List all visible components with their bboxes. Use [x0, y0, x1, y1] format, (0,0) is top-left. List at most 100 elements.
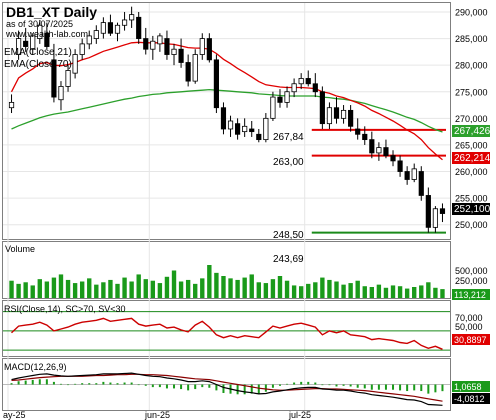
- rsi-plot: [3, 311, 450, 351]
- macd-histogram-bar: [349, 384, 352, 387]
- candle-body: [305, 78, 311, 85]
- rsi-label: RSI(Close,14), SC>70, SV<30: [4, 304, 126, 314]
- macd-histogram-bar: [300, 381, 303, 385]
- volume-bar: [157, 283, 163, 298]
- price-tick-label: 275,000: [455, 87, 488, 97]
- volume-bar: [108, 279, 113, 298]
- volume-bar: [440, 289, 445, 298]
- macd-histogram-bar: [67, 384, 70, 386]
- time-label-jun: jun-25: [144, 410, 170, 420]
- volume-bar: [320, 277, 325, 298]
- rsi-tick-50: 50,000: [455, 322, 483, 332]
- price-axis: 290,000 285,000 280,000 275,000 270,000 265,0…: [455, 7, 488, 230]
- macd-histogram-bar: [31, 379, 34, 385]
- candle-body: [86, 35, 92, 45]
- macd-histogram-bar: [377, 384, 380, 390]
- macd-histogram-bar: [95, 383, 98, 385]
- macd-histogram-bar: [215, 384, 218, 391]
- macd-histogram-bar: [384, 384, 387, 390]
- macd-histogram-bar: [123, 382, 126, 385]
- macd-histogram-bar: [144, 384, 147, 386]
- macd-histogram-bar: [420, 384, 423, 392]
- volume-bar: [306, 283, 311, 298]
- price-tick-label: 290,000: [455, 7, 488, 17]
- macd-plot: [3, 372, 450, 406]
- volume-bar: [200, 278, 205, 298]
- macd-histogram-bar: [413, 384, 416, 391]
- price-tick-label: 270,000: [455, 114, 488, 124]
- macd-label: MACD(12,26,9): [4, 362, 67, 372]
- candle-body: [277, 96, 283, 103]
- candle-body: [256, 133, 262, 141]
- price-tick-label: 260,000: [455, 167, 488, 177]
- candlesticks: [8, 6, 446, 233]
- volume-bar: [404, 288, 410, 298]
- macd-histogram-bar: [399, 384, 402, 391]
- ema-short-marker: [452, 152, 490, 164]
- macd-histogram-bar: [59, 383, 62, 385]
- macd-histogram-bar: [165, 384, 168, 389]
- rsi-last-marker: [452, 334, 490, 345]
- candle-body: [284, 91, 290, 103]
- macd-histogram-bar: [441, 384, 444, 392]
- macd-histogram-bar: [137, 384, 140, 386]
- volume-bar: [291, 285, 297, 298]
- volume-bar: [362, 286, 367, 298]
- candle-body: [58, 86, 64, 101]
- macd-histogram-bar: [278, 384, 281, 386]
- candle-body: [263, 117, 269, 141]
- candle-body: [390, 155, 396, 162]
- macd-histogram-bar: [102, 381, 105, 385]
- volume-bar: [115, 283, 120, 298]
- signal-last-marker: [452, 393, 490, 404]
- macd-histogram-bar: [356, 384, 359, 388]
- volume-bar: [193, 283, 198, 298]
- candle-body: [37, 24, 43, 39]
- candle-body: [362, 133, 368, 141]
- candle-body: [376, 147, 382, 154]
- macd-histogram-bar: [81, 383, 84, 385]
- ema-lines: [10, 41, 443, 161]
- time-label-jul: jul-25: [288, 410, 311, 420]
- candle-body: [220, 107, 227, 130]
- volume-bar: [30, 285, 35, 298]
- candle-body: [30, 35, 36, 50]
- candle-body: [150, 40, 156, 50]
- candle-body: [65, 70, 71, 87]
- volume-bar: [433, 287, 438, 298]
- volume-bar: [122, 277, 127, 298]
- volume-bar: [221, 276, 226, 298]
- volume-bar: [334, 281, 339, 298]
- candle-body: [383, 147, 389, 156]
- candle-body: [397, 160, 403, 172]
- signal-last-value: -4,0812: [454, 394, 485, 404]
- volume-bar: [65, 279, 71, 298]
- macd-histogram-bar: [180, 384, 183, 390]
- price-axis-markers: 267,426 262,214 252,100: [452, 125, 491, 215]
- candle-body: [107, 22, 114, 34]
- volume-bar: [23, 282, 28, 298]
- macd-histogram-bar: [427, 384, 430, 394]
- volume-bar: [426, 282, 431, 298]
- last-price-value: 252,100: [454, 204, 491, 215]
- macd-signal-line: [11, 373, 443, 402]
- macd-histogram-bar: [314, 382, 317, 385]
- volume-panel-frame: [2, 241, 451, 299]
- volume-bar: [79, 281, 85, 298]
- macd-last-marker: [452, 381, 490, 392]
- candle-body: [79, 43, 85, 55]
- candle-body: [72, 54, 78, 74]
- volume-bar: [412, 287, 417, 298]
- volume-bar: [136, 274, 141, 298]
- volume-bar: [178, 281, 184, 298]
- candle-body: [348, 109, 354, 127]
- volume-bar: [207, 265, 212, 298]
- macd-panel-frame: [2, 358, 451, 411]
- candle-body: [192, 54, 198, 82]
- volume-bar: [263, 283, 269, 298]
- volume-bar: [164, 276, 170, 298]
- ema70-line: [11, 88, 443, 133]
- macd-histogram-bar: [109, 382, 112, 385]
- ema-long-legend: EMA(Close,70): [4, 59, 72, 70]
- candle-body: [298, 78, 304, 85]
